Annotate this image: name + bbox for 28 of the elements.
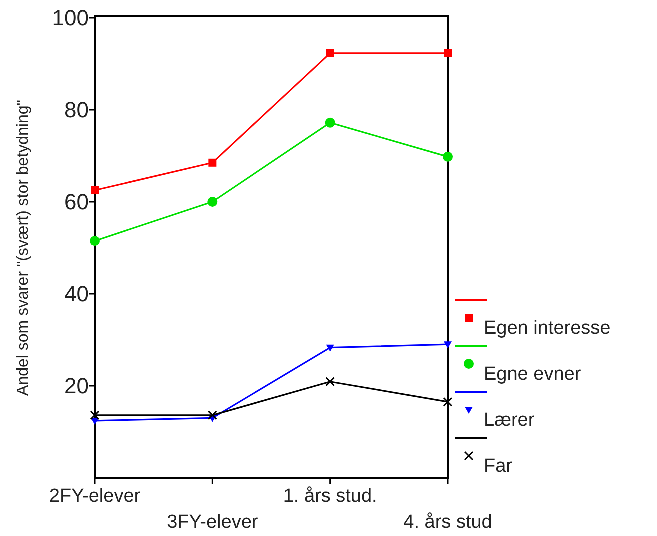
y-tick-label: 20	[64, 374, 89, 399]
point	[326, 377, 336, 387]
point	[325, 118, 336, 128]
point	[91, 186, 99, 194]
point	[443, 152, 453, 162]
x-tick-label: 4. års stud	[404, 512, 492, 533]
point	[208, 197, 218, 207]
point	[444, 49, 452, 58]
y-axis-title: Andel som svarer "(svært) stor betydning"	[15, 100, 32, 396]
y-tick-label: 40	[64, 282, 89, 307]
x-tick-label: 3FY-elever	[167, 512, 259, 533]
point	[326, 49, 334, 58]
y-tick-label: 60	[64, 190, 89, 215]
point	[326, 344, 334, 352]
point	[208, 158, 217, 167]
y-tick-label: 100	[52, 6, 89, 31]
legend-label: Egen interesse	[484, 318, 611, 339]
point	[90, 410, 100, 420]
legend-label: Far	[484, 456, 514, 477]
x-tick-label: 2FY-elever	[49, 486, 142, 507]
point	[443, 397, 453, 407]
point	[208, 410, 218, 420]
x-tick-label: 1. års stud.	[283, 486, 378, 507]
y-tick-label: 80	[64, 98, 89, 123]
point	[444, 342, 452, 349]
point	[90, 236, 100, 246]
legend-label: Lærer	[484, 410, 536, 431]
legend-label: Egne evner	[484, 364, 582, 385]
